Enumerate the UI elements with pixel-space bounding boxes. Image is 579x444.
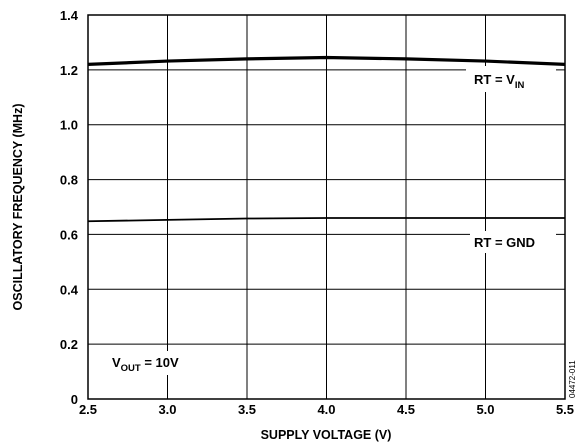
y-tick-label: 0.4 xyxy=(60,282,79,297)
series-group xyxy=(87,55,566,223)
series-line-rt-vin xyxy=(87,55,566,66)
series-label-rt-vin: RT = VIN xyxy=(474,72,524,91)
tick-labels: 2.5 3.0 3.5 4.0 4.5 5.0 5.5 0 0.2 0.4 0.6 0.8 1.0 1.2… xyxy=(60,8,574,417)
y-tick-label: 0.2 xyxy=(60,337,78,352)
x-tick-label: 3.0 xyxy=(158,402,176,417)
figure-id: 04472-011 xyxy=(568,360,577,398)
plot-frame xyxy=(87,14,566,400)
y-tick-label: 0.6 xyxy=(60,227,78,242)
vout-annotation-sub: OUT xyxy=(121,363,141,374)
series-label-bg-rt-gnd xyxy=(470,231,556,253)
x-tick-label: 5.0 xyxy=(476,402,494,417)
series-label-rt-vin-main: RT = V xyxy=(474,72,515,87)
y-tick-label: 0 xyxy=(71,392,78,407)
vout-annotation-rest: = 10V xyxy=(141,355,179,370)
y-tick-label: 1.0 xyxy=(60,118,78,133)
y-axis-title: OSCILLATORY FREQUENCY (MHz) xyxy=(11,104,25,311)
vout-annotation: VOUT = 10V xyxy=(112,355,179,374)
y-tick-label: 1.4 xyxy=(60,8,79,23)
x-tick-label: 4.0 xyxy=(317,402,335,417)
annotation-bg xyxy=(110,351,202,375)
vout-annotation-main: V xyxy=(112,355,121,370)
x-tick-label: 5.5 xyxy=(556,402,574,417)
series-label-rt-vin-sub: IN xyxy=(515,80,525,91)
series-label-bg-rt-vin xyxy=(466,66,556,92)
series-label-rt-gnd: RT = GND xyxy=(474,235,535,250)
y-tick-label: 0.8 xyxy=(60,173,78,188)
x-tick-label: 2.5 xyxy=(79,402,97,417)
x-tick-label: 3.5 xyxy=(238,402,256,417)
y-tick-label: 1.2 xyxy=(60,63,78,78)
series-line-rt-gnd xyxy=(87,217,565,223)
x-axis-title: SUPPLY VOLTAGE (V) xyxy=(261,428,392,442)
x-tick-label: 4.5 xyxy=(397,402,415,417)
